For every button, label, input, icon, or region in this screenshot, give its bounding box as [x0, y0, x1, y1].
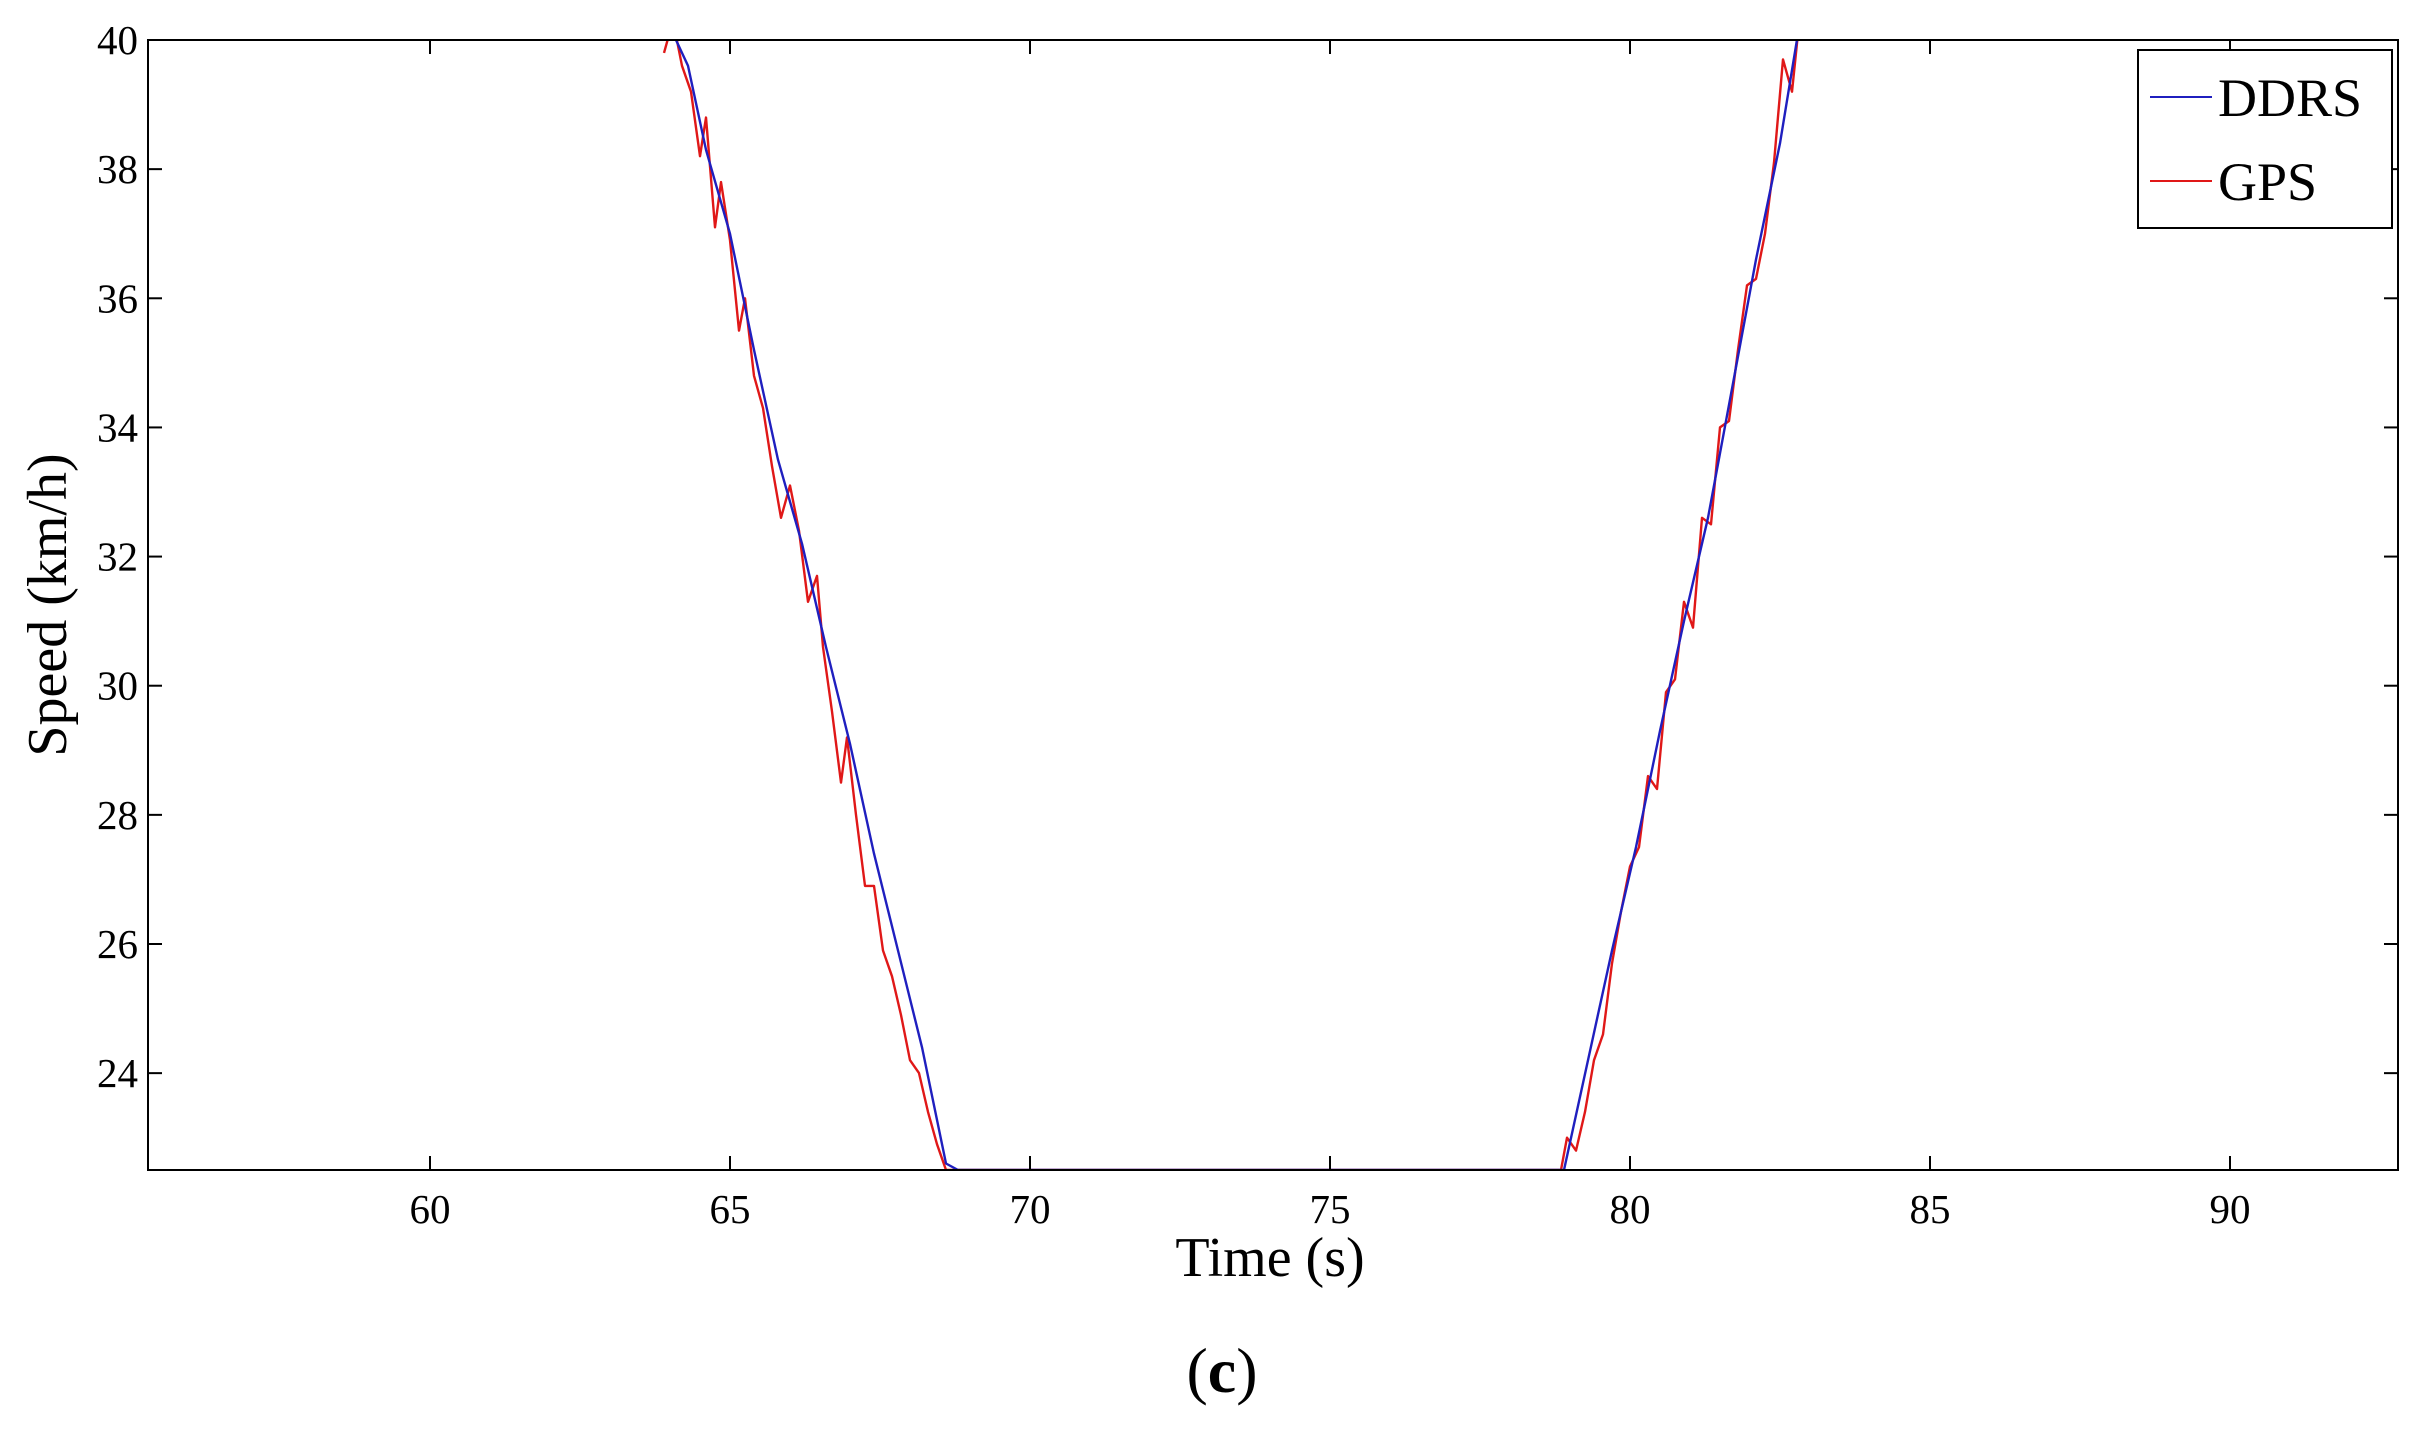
- figure-caption: (c): [1186, 1335, 1257, 1406]
- x-tick-label: 60: [410, 1186, 451, 1232]
- x-axis-title: Time (s): [1175, 1227, 1364, 1289]
- x-tick-label: 85: [1910, 1186, 1951, 1232]
- x-tick-label: 65: [710, 1186, 751, 1232]
- x-tick-label: 75: [1310, 1186, 1351, 1232]
- series-layer: [662, 40, 1799, 1170]
- x-tick-label: 90: [2210, 1186, 2251, 1232]
- y-tick-label: 30: [97, 663, 138, 709]
- x-tick-label: 80: [1610, 1186, 1651, 1232]
- legend: DDRS GPS: [2137, 49, 2393, 229]
- y-tick-label: 34: [97, 404, 138, 450]
- plot-frame: [147, 39, 2399, 1171]
- y-tick-label: 36: [97, 275, 138, 321]
- caption-close-paren: ): [1236, 1335, 1257, 1406]
- axis-ticks: 60 65 70 75 80 85 90 24 26 28 30 32 34 36 38 40: [97, 17, 2398, 1232]
- legend-label-ddrs: DDRS: [2218, 68, 2362, 128]
- y-tick-label: 32: [97, 534, 138, 580]
- caption-open-paren: (: [1186, 1335, 1207, 1406]
- y-tick-label: 28: [97, 792, 138, 838]
- caption-letter: c: [1208, 1335, 1236, 1406]
- x-tick-label: 70: [1010, 1186, 1051, 1232]
- y-tick-label: 26: [97, 921, 138, 967]
- legend-label-gps: GPS: [2218, 152, 2317, 212]
- y-tick-label: 38: [97, 146, 138, 192]
- y-axis-title: Speed (km/h): [17, 453, 79, 756]
- series-line-ddrs: [674, 40, 1799, 1170]
- y-tick-label: 40: [97, 17, 138, 63]
- y-tick-label: 24: [97, 1050, 138, 1096]
- legend-box: [2137, 49, 2393, 229]
- plot-area: [148, 40, 2398, 1170]
